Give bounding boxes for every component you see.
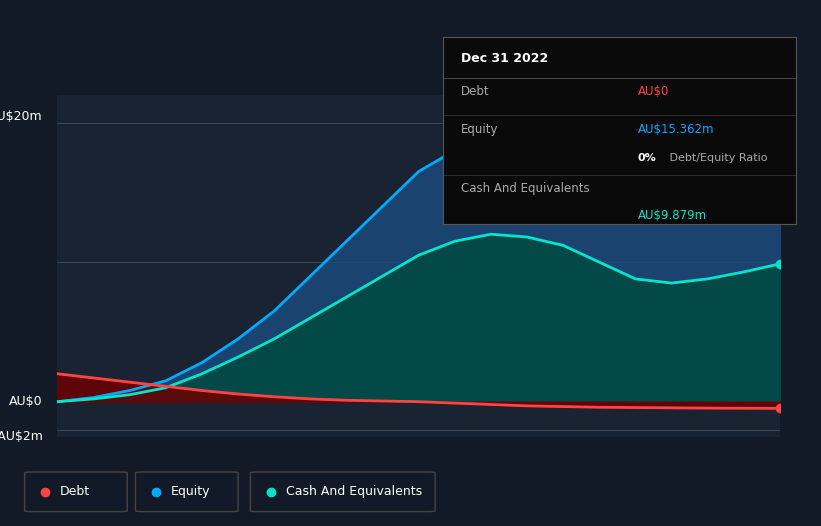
Text: AU$0: AU$0 <box>9 395 43 408</box>
Text: Dec 31 2022: Dec 31 2022 <box>461 52 548 65</box>
Text: Equity: Equity <box>171 485 210 498</box>
Text: AU$20m: AU$20m <box>0 109 43 123</box>
Text: AU$15.362m: AU$15.362m <box>638 123 714 136</box>
Text: Debt: Debt <box>60 485 90 498</box>
Text: Cash And Equivalents: Cash And Equivalents <box>286 485 422 498</box>
Text: AU$0: AU$0 <box>638 85 669 98</box>
Text: AU$9.879m: AU$9.879m <box>638 209 707 221</box>
Text: Debt: Debt <box>461 85 489 98</box>
Text: 2022: 2022 <box>401 471 436 485</box>
Text: 0%: 0% <box>638 153 656 163</box>
Text: Equity: Equity <box>461 123 498 136</box>
Text: Cash And Equivalents: Cash And Equivalents <box>461 183 589 196</box>
Text: -AU$2m: -AU$2m <box>0 430 43 442</box>
Text: Debt/Equity Ratio: Debt/Equity Ratio <box>666 153 768 163</box>
